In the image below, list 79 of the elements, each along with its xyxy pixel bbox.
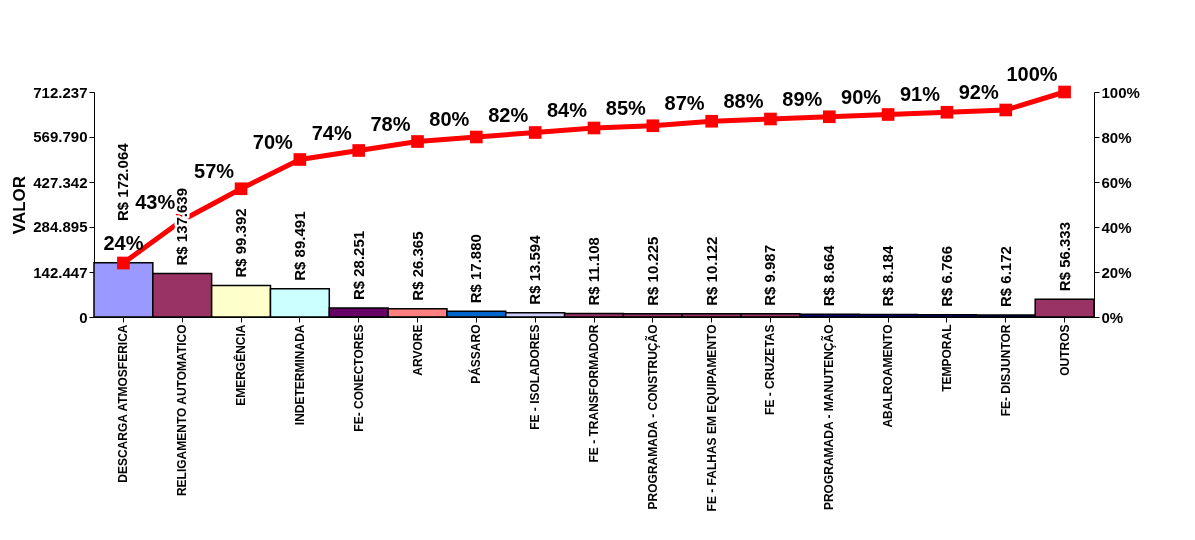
data-label: 74% bbox=[311, 121, 352, 144]
data-label: R$ 10.122 bbox=[702, 236, 720, 306]
x-tick-label: ARVORE bbox=[410, 324, 425, 376]
point bbox=[234, 182, 248, 196]
data-label: 78% bbox=[370, 112, 411, 135]
x-tick-label: EMERGÊNCIA bbox=[233, 324, 249, 406]
x-tick-label: FE - TRANSFORMADOR bbox=[587, 324, 601, 463]
data-label: R$ 6.172 bbox=[996, 246, 1014, 308]
y-tick-label: 712.237 bbox=[33, 83, 88, 101]
x-tick-label: INDETERMINADA bbox=[292, 324, 307, 426]
point bbox=[822, 110, 836, 124]
data-label: R$ 9.987 bbox=[761, 244, 779, 306]
x-tick-label: FE- DISJUNTOR bbox=[998, 324, 1013, 417]
data-label: R$ 6.766 bbox=[937, 245, 955, 307]
point bbox=[646, 119, 660, 133]
x-tick-label: FE - CRUZETAS bbox=[763, 324, 778, 415]
data-label: 24% bbox=[103, 232, 144, 254]
y2-tick-label: 40% bbox=[1101, 218, 1132, 236]
data-label: R$ 10.225 bbox=[643, 236, 661, 306]
data-label: R$ 13.594 bbox=[526, 234, 544, 305]
y-tick-label: 569.790 bbox=[33, 128, 88, 146]
point bbox=[587, 121, 601, 135]
y-tick-label: 142.447 bbox=[33, 263, 88, 281]
data-label: R$ 28.251 bbox=[349, 230, 367, 301]
point bbox=[999, 103, 1013, 117]
x-tick-label: OUTROS bbox=[1057, 324, 1072, 376]
x-tick-label: FE- CONECTORES bbox=[351, 324, 366, 432]
data-label: R$ 17.880 bbox=[467, 234, 485, 304]
data-label: 88% bbox=[723, 90, 764, 112]
point bbox=[293, 153, 307, 166]
x-tick-label: DESCARGA ATMOSFERICA bbox=[116, 324, 131, 483]
point bbox=[117, 256, 130, 270]
point bbox=[352, 144, 366, 157]
data-label: 90% bbox=[841, 85, 882, 108]
data-label: 87% bbox=[664, 92, 705, 115]
x-tick-label: PROGRAMADA - CONSTRUÇÃO bbox=[644, 324, 660, 510]
y2-tick-label: 60% bbox=[1101, 173, 1132, 191]
x-tick-label: RELIGAMENTO AUTOMATICO bbox=[175, 324, 190, 497]
x-tick-label: TEMPORAL bbox=[939, 324, 954, 392]
data-label: 89% bbox=[782, 87, 823, 110]
data-label: 84% bbox=[546, 99, 588, 121]
data-label: 92% bbox=[958, 81, 999, 103]
data-label: 91% bbox=[899, 83, 941, 106]
point bbox=[705, 114, 718, 128]
data-label: R$ 26.365 bbox=[408, 231, 426, 301]
data-label: R$ 172.064 bbox=[114, 142, 132, 221]
data-label: R$ 56.333 bbox=[1055, 221, 1073, 292]
point bbox=[764, 112, 777, 126]
x-tick-label: PROGRAMADA - MANUTENÇÃO bbox=[821, 324, 837, 511]
x-tick-label: ABALROAMENTO bbox=[881, 324, 896, 428]
data-label: 100% bbox=[1006, 63, 1058, 85]
point bbox=[411, 135, 424, 148]
x-tick-label: FE - FALHAS EM EQUIPAMENTO bbox=[704, 324, 719, 512]
x-tick-label: PÁSSARO bbox=[468, 324, 484, 384]
point bbox=[470, 130, 483, 144]
data-label: 85% bbox=[605, 96, 647, 119]
data-label: 57% bbox=[194, 159, 235, 182]
data-label: R$ 11.108 bbox=[585, 237, 602, 306]
y-tick-label: 284.895 bbox=[33, 218, 88, 236]
y-tick-label: 0 bbox=[79, 308, 88, 326]
data-label: R$ 8.664 bbox=[820, 244, 838, 307]
x-tick-label: FE - ISOLADORES bbox=[528, 324, 543, 430]
point bbox=[528, 126, 542, 139]
data-label: 43% bbox=[135, 191, 176, 214]
data-label: 82% bbox=[488, 103, 529, 126]
data-label: R$ 99.392 bbox=[232, 208, 250, 278]
point bbox=[940, 105, 954, 119]
data-label: R$ 89.491 bbox=[290, 211, 308, 281]
data-label: 70% bbox=[252, 130, 294, 153]
y2-tick-label: 100% bbox=[1101, 83, 1140, 101]
y-tick-label: 427.342 bbox=[33, 173, 88, 191]
data-label: 80% bbox=[429, 108, 470, 130]
point bbox=[881, 108, 895, 121]
y2-tick-label: 0% bbox=[1101, 308, 1124, 326]
y2-tick-label: 80% bbox=[1101, 128, 1132, 146]
point bbox=[1058, 85, 1071, 99]
y-axis-title: VALOR bbox=[10, 175, 30, 235]
y2-tick-label: 20% bbox=[1101, 263, 1132, 281]
data-label: R$ 8.184 bbox=[879, 244, 897, 307]
